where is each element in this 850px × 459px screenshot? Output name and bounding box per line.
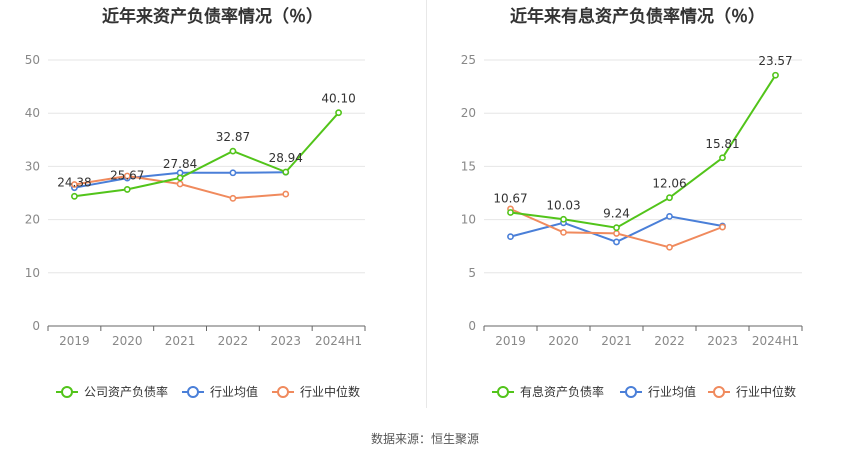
legend-label: 行业均值 [648,384,696,399]
data-point [335,109,342,117]
y-tick-label: 50 [25,53,40,67]
legend-swatch-marker [61,386,73,398]
data-label: 23.57 [758,54,792,68]
panel-divider [426,0,427,408]
data-point [666,243,673,251]
y-tick-label: 0 [32,319,40,333]
data-point [613,224,620,232]
data-point [176,180,184,188]
x-tick-label: 2020 [112,334,143,348]
data-label: 9.24 [603,207,630,221]
data-label: 27.84 [163,157,197,171]
data-point [123,186,131,193]
chart-panel-interest-debt-ratio: 近年来有息资产负债率情况（％） 0 5 10 15 20 25 2019 2020 2021 20… [425,0,850,410]
data-point [613,230,620,237]
chart-title: 近年来有息资产负债率情况（％） [510,7,765,27]
legend-label: 行业均值 [210,384,258,399]
legend-swatch-marker [187,386,199,398]
chart-panel-debt-ratio: 近年来资产负债率情况（％） 0 10 20 30 40 50 2019 2020 2021 202… [0,0,425,410]
y-tick-label: 10 [25,266,40,280]
legend-swatch-marker [713,386,725,398]
x-tick-label: 2024H1 [752,334,799,348]
legend-swatch-marker [277,386,289,398]
legend-item: 行业均值 [620,384,696,399]
legend-item: 有息资产负债率 [492,384,604,399]
data-point [560,228,567,236]
data-label: 28.94 [269,151,303,165]
data-point [507,233,514,241]
data-point [719,223,726,231]
y-tick-label: 5 [468,266,476,280]
x-tick-label: 2019 [495,334,526,348]
data-point [560,215,567,223]
y-tick-label: 40 [25,106,40,120]
chart-debt-ratio: 0 10 20 30 40 50 2019 2020 2021 2022 2023 2024H1 24.… [25,53,366,399]
legend-swatch-marker [497,386,509,398]
series-line-0 [510,74,777,229]
data-point [229,194,237,202]
x-tick-label: 2021 [601,334,632,348]
x-tick-label: 2023 [270,334,301,348]
data-label: 10.67 [493,191,527,205]
data-label: 25.67 [110,168,144,182]
data-point [71,181,78,188]
legend-item: 行业中位数 [272,384,360,399]
y-tick-label: 20 [461,106,476,120]
data-point [613,238,620,246]
legend-item: 行业中位数 [708,384,796,399]
legend-label: 公司资产负债率 [84,384,168,399]
x-tick-label: 2020 [548,334,579,348]
data-point [666,213,673,220]
data-point [507,209,514,216]
chart-title: 近年来资产负债率情况（％） [102,7,323,27]
x-tick-label: 2022 [654,334,685,348]
x-tick-label: 2024H1 [315,334,362,348]
legend-item: 公司资产负债率 [56,384,168,399]
data-point [282,168,290,176]
data-point [71,192,78,200]
data-point [282,190,290,198]
chart-interest-debt-ratio: 0 5 10 15 20 25 2019 2020 2021 2022 2023 2024H1 10.6… [461,53,803,399]
data-point [229,147,237,155]
y-tick-label: 15 [461,159,476,173]
legend-label: 行业中位数 [736,384,796,399]
y-tick-label: 25 [461,53,476,67]
data-label: 12.06 [652,177,686,191]
data-label: 40.10 [321,92,355,106]
data-label: 32.87 [216,130,250,144]
y-tick-label: 20 [25,213,40,227]
data-point [772,71,779,79]
data-point [229,169,237,177]
data-point [666,194,673,202]
data-label: 24.38 [57,175,91,189]
x-tick-label: 2019 [59,334,90,348]
data-point [719,154,726,162]
data-point [123,172,131,180]
data-label: 10.03 [546,198,580,212]
series-line-0 [74,112,340,198]
y-tick-label: 0 [468,319,476,333]
y-tick-label: 10 [461,213,476,227]
data-label: 15.81 [705,137,739,151]
legend-label: 行业中位数 [300,384,360,399]
x-tick-label: 2021 [165,334,196,348]
x-tick-label: 2022 [218,334,249,348]
legend-label: 有息资产负债率 [520,384,604,399]
legend-swatch-marker [625,386,637,398]
x-tick-label: 2023 [707,334,738,348]
data-point [176,174,184,182]
legend-item: 行业均值 [182,384,258,399]
data-source: 数据来源：恒生聚源 [370,432,479,446]
y-tick-label: 30 [25,159,40,173]
